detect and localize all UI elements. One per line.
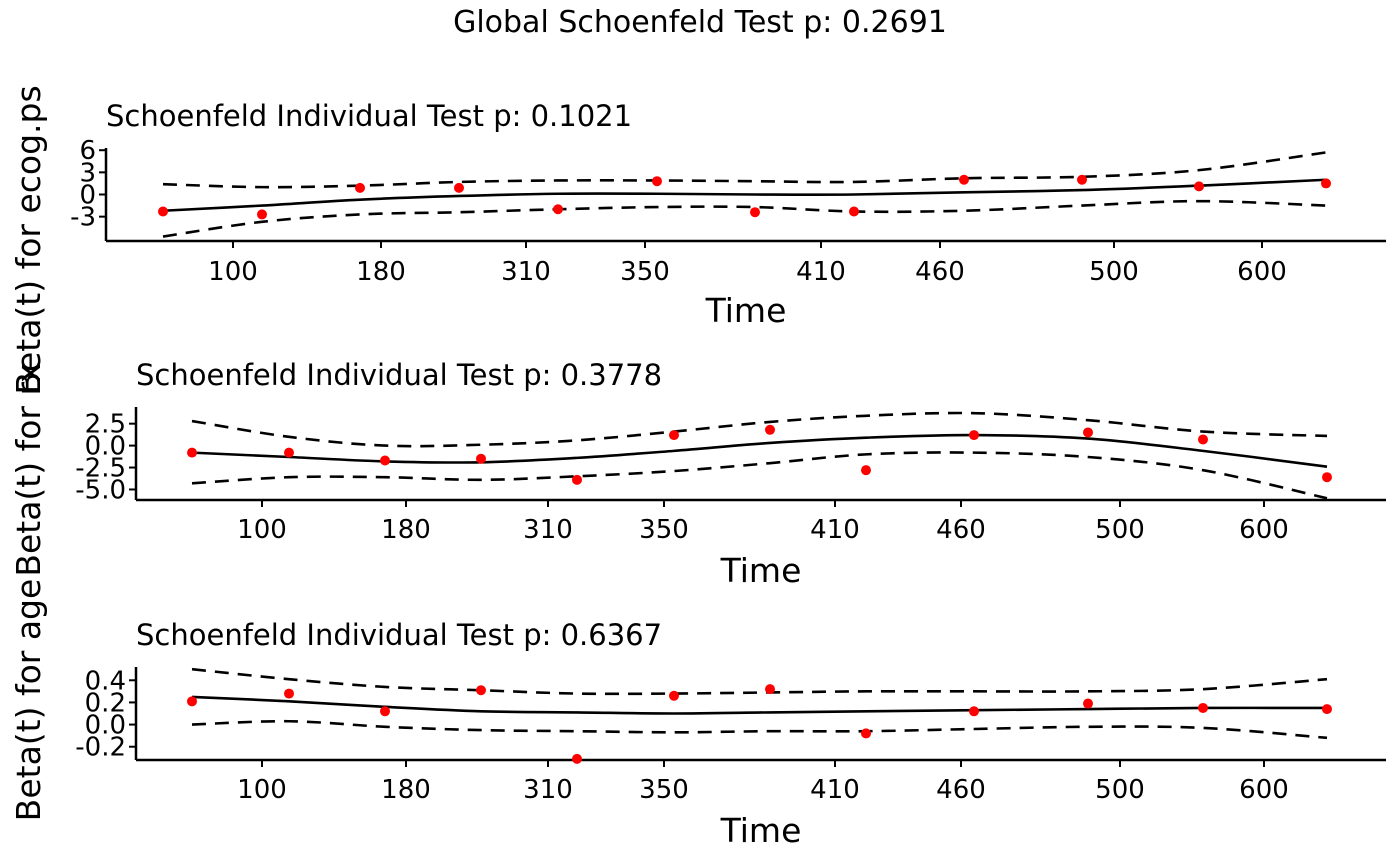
x-tick-label: 180	[356, 257, 406, 287]
x-tick-label: 100	[208, 257, 258, 287]
panel-title: Schoenfeld Individual Test p: 0.1021	[106, 99, 632, 133]
residual-point	[476, 453, 486, 464]
x-tick-label: 100	[237, 775, 287, 805]
residual-point	[187, 447, 197, 458]
y-tick-label: 0.0	[85, 432, 126, 462]
residual-point	[861, 465, 871, 476]
y-tick-label: -2.5	[75, 454, 126, 484]
residual-point	[1322, 704, 1332, 715]
y-axis-label: Beta(t) for age	[9, 579, 48, 822]
y-tick-label: -5.0	[75, 475, 126, 505]
x-tick-label: 180	[381, 515, 431, 545]
x-tick-label: 600	[1239, 775, 1289, 805]
residual-point	[969, 430, 979, 441]
residual-point	[158, 206, 168, 217]
residual-point	[572, 753, 582, 764]
residual-point	[1194, 181, 1204, 192]
residual-point	[861, 728, 871, 739]
confidence-band-line	[191, 667, 1328, 696]
x-tick-label: 600	[1239, 515, 1289, 545]
x-tick-label: 600	[1237, 257, 1287, 287]
residual-point	[454, 182, 464, 193]
residual-point	[1077, 174, 1087, 185]
y-tick-label: 0.0	[85, 711, 126, 741]
panel-title: Schoenfeld Individual Test p: 0.3778	[136, 358, 662, 392]
smoothed-beta-line	[191, 433, 1328, 468]
x-tick-label: 410	[810, 775, 860, 805]
residual-point	[765, 684, 775, 695]
x-tick-label: 500	[1095, 515, 1145, 545]
panel-title: Schoenfeld Individual Test p: 0.6367	[136, 618, 662, 652]
residual-point	[1083, 698, 1093, 709]
x-tick-label: 460	[936, 515, 986, 545]
residual-point	[553, 204, 563, 215]
x-tick-label: 180	[381, 775, 431, 805]
residual-point	[1083, 427, 1093, 438]
y-tick-label: 6	[79, 136, 96, 166]
x-axis-label: Time	[720, 811, 802, 850]
residual-point	[959, 174, 969, 185]
confidence-band-line	[162, 151, 1327, 189]
x-tick-label: 460	[915, 257, 965, 287]
x-tick-label: 500	[1089, 257, 1139, 287]
residual-point	[1322, 472, 1332, 483]
panel-2: Schoenfeld Individual Test p: 0.3778 2.50…	[75, 358, 1386, 590]
x-tick-label: 310	[523, 515, 573, 545]
confidence-band-line	[191, 411, 1328, 448]
x-axis-label: Time	[720, 551, 802, 590]
panel-1: Schoenfeld Individual Test p: 0.1021 630-…	[70, 99, 1386, 330]
residual-point	[380, 455, 390, 466]
x-tick-label: 350	[620, 257, 670, 287]
residual-point	[652, 176, 662, 187]
residual-point	[476, 685, 486, 696]
x-tick-label: 410	[796, 257, 846, 287]
confidence-band-line	[191, 719, 1328, 740]
residual-point	[765, 424, 775, 435]
residual-point	[187, 696, 197, 707]
x-axis-label: Time	[705, 291, 787, 330]
y-tick-label: -0.2	[75, 733, 126, 763]
residual-point	[572, 474, 582, 485]
residual-point	[355, 182, 365, 193]
residual-point	[849, 206, 859, 217]
x-tick-label: 100	[237, 515, 287, 545]
x-tick-label: 310	[501, 257, 551, 287]
residual-point	[1198, 702, 1208, 713]
x-tick-label: 460	[936, 775, 986, 805]
x-tick-label: 350	[639, 775, 689, 805]
residual-point	[257, 209, 267, 220]
residual-point	[1321, 178, 1331, 189]
y-axis-label: Beta(t) for rx	[9, 363, 48, 576]
residual-point	[669, 690, 679, 701]
confidence-band-line	[191, 451, 1328, 500]
smoothed-beta-line	[162, 178, 1327, 213]
y-tick-label: -3	[70, 203, 96, 233]
y-axis-label: Beta(t) for ecog.ps	[9, 85, 48, 394]
y-tick-label: 0.2	[85, 688, 126, 718]
smoothed-beta-line	[191, 695, 1328, 715]
residual-point	[969, 706, 979, 717]
residual-point	[380, 706, 390, 717]
x-tick-label: 500	[1095, 775, 1145, 805]
x-tick-label: 410	[810, 515, 860, 545]
residual-point	[1198, 434, 1208, 445]
y-tick-label: 2.5	[85, 410, 126, 440]
residual-point	[669, 430, 679, 441]
y-tick-label: 0	[79, 181, 96, 211]
confidence-band-line	[162, 199, 1327, 238]
global-title: Global Schoenfeld Test p: 0.2691	[453, 5, 947, 40]
residual-point	[750, 207, 760, 218]
panel-3: Schoenfeld Individual Test p: 0.63670.40…	[75, 618, 1386, 850]
x-tick-label: 350	[639, 515, 689, 545]
x-tick-label: 310	[523, 775, 573, 805]
residual-point	[284, 447, 294, 458]
y-tick-label: 0.4	[85, 666, 126, 696]
residual-point	[284, 688, 294, 699]
y-tick-label: 3	[79, 158, 96, 188]
